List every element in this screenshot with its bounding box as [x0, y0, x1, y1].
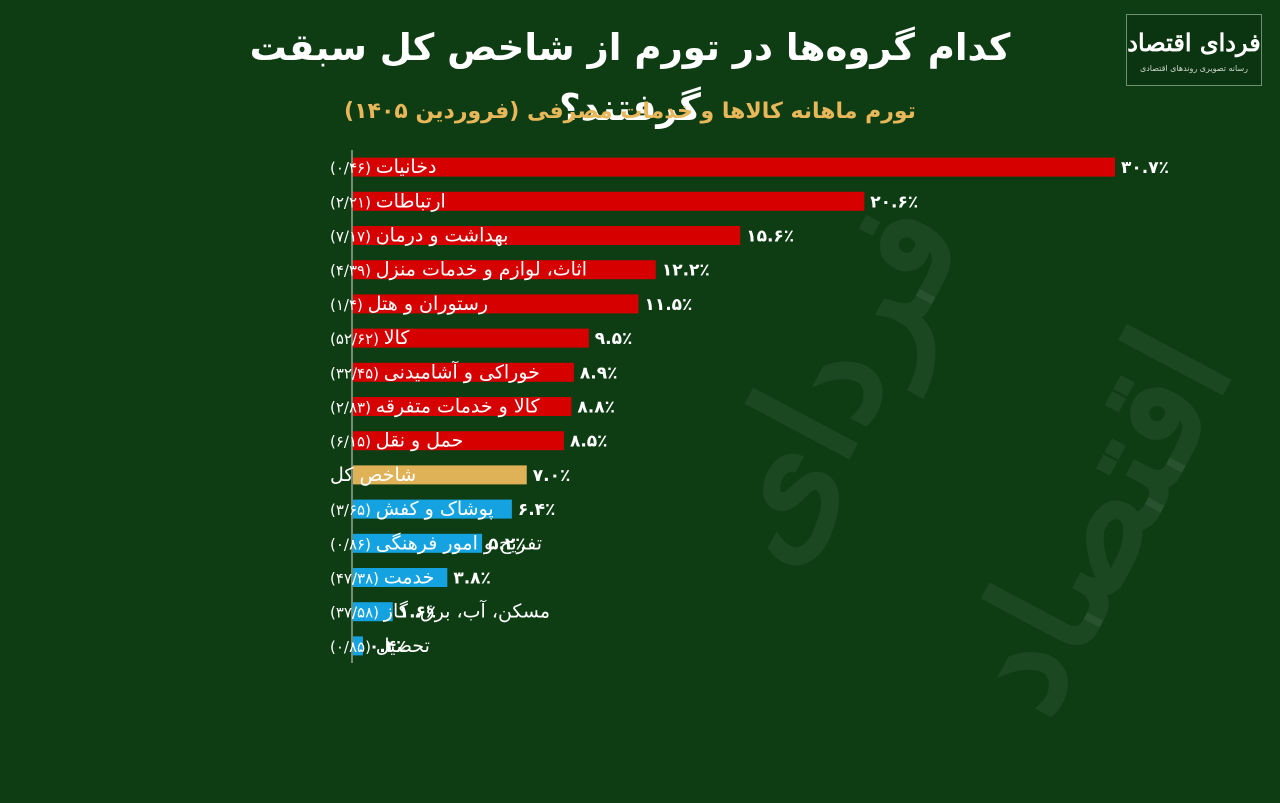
value-label: ۲۰.۶٪ [870, 192, 918, 212]
bar [353, 294, 639, 314]
chart-subtitle: تورم ماهانه کالاها و خدمات مصرفی (فروردی… [344, 99, 916, 124]
weight-label: (۵۲/۶۲) [330, 330, 384, 348]
bar [353, 362, 574, 382]
category-label: بهداشت و درمان (۷/۱۷) [330, 225, 508, 247]
bar [353, 191, 865, 211]
weight-label: (۳۲/۴۵) [330, 364, 384, 382]
bar [353, 636, 363, 656]
brand-logo: فردای اقتصاد رسانه تصویری روندهای اقتصاد… [1126, 14, 1262, 86]
value-label: ۹.۵٪ [595, 329, 633, 349]
bar [353, 328, 589, 348]
weight-label: (۳/۶۵) [330, 501, 376, 519]
weight-label: (۴/۳۹) [330, 262, 376, 280]
category-label: کالا (۵۲/۶۲) [330, 327, 410, 349]
weight-label: (۲/۲۱) [330, 193, 376, 211]
bar [353, 397, 572, 416]
category-label: اثاث، لوازم و خدمات منزل (۴/۳۹) [330, 259, 587, 281]
bar [353, 465, 527, 485]
value-label: ۸.۸٪ [577, 398, 615, 418]
page-title: کدام گروه‌ها در تورم از شاخص کل سبقت گرف… [249, 26, 1011, 129]
value-label: ۱۲.۲٪ [662, 261, 710, 281]
weight-label: (۴۷/۳۸) [330, 570, 384, 588]
category-label: رستوران و هتل (۱/۴) [330, 293, 488, 315]
category-label: خوراکی و آشامیدنی (۳۲/۴۵) [330, 359, 540, 383]
value-label: ۸.۵٪ [570, 432, 608, 452]
category-label: پوشاک و کفش (۳/۶۵) [330, 498, 494, 520]
category-label: حمل و نقل (۶/۱۵) [330, 430, 463, 452]
inflation-bar-chart: ۳۰.۷٪ دخانیات (۰/۴۶) ۲۰.۶٪ ارتباطات (۲/۲۱) ۱… [330, 150, 1169, 663]
value-label: ۶.۴٪ [518, 500, 556, 520]
value-label: ۱.۶٪ [399, 603, 437, 623]
value-label: ۱۵.۶٪ [746, 227, 794, 247]
weight-label: (۷/۱۷) [330, 228, 376, 246]
category-label: مسکن، آب، برق، گاز (۳۷/۵۸) [330, 599, 550, 623]
category-label: کالا و خدمات متفرقه (۲/۸۳) [330, 396, 540, 418]
value-label: ۳.۸٪ [453, 569, 491, 589]
weight-label: (۰/۴۶) [330, 159, 376, 177]
category-label: دخانیات (۰/۴۶) [330, 156, 436, 178]
weight-label: (۱/۴) [330, 296, 368, 314]
bar [353, 602, 393, 622]
bar [353, 157, 1115, 177]
category-label: تفریح و امور فرهنگی (۰/۸۶) [330, 531, 542, 554]
weight-label: (۳۷/۵۸) [330, 604, 384, 622]
weight-label: (۶/۱۵) [330, 433, 376, 451]
category-label: ارتباطات (۲/۲۱) [330, 190, 446, 212]
value-label: ۸.۹٪ [580, 363, 618, 383]
bar [353, 260, 656, 280]
value-label: ۵.۲٪ [488, 534, 526, 554]
category-label: شاخص کل [330, 464, 416, 486]
bar [353, 568, 448, 587]
value-label: ۰.۴٪ [369, 637, 407, 657]
category-label: تحصیل (۰/۸۵) [330, 635, 430, 657]
bar [353, 533, 483, 553]
value-label: ۷.۰٪ [533, 466, 571, 486]
weight-label: (۲/۸۳) [330, 399, 376, 417]
weight-label: (۰/۸۶) [330, 535, 376, 553]
category-label: خدمت (۴۷/۳۸) [330, 567, 434, 589]
bar [353, 431, 564, 451]
bar [353, 226, 741, 245]
brand-logo-tagline: رسانه تصویری روندهای اقتصادی [1139, 64, 1249, 73]
brand-logo-name: فردای اقتصاد [1127, 28, 1261, 57]
value-label: ۱۱.۵٪ [644, 295, 692, 315]
weight-label: (۰/۸۵) [330, 638, 376, 656]
value-label: ۳۰.۷٪ [1121, 158, 1169, 178]
bar [353, 499, 512, 519]
